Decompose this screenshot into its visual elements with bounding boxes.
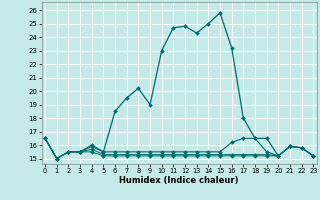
X-axis label: Humidex (Indice chaleur): Humidex (Indice chaleur) xyxy=(119,176,239,185)
